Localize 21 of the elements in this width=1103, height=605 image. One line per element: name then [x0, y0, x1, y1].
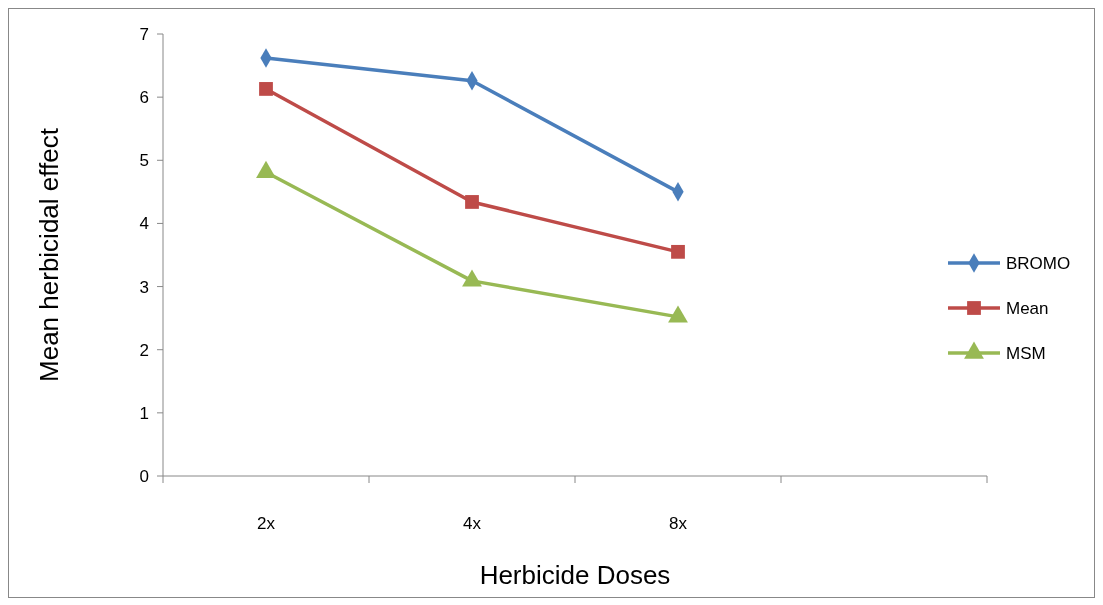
x-tick-label: 4x — [463, 514, 482, 533]
point — [668, 305, 688, 323]
x-axis-title: Herbicide Doses — [479, 560, 671, 590]
x-tick-label: 2x — [257, 514, 276, 533]
y-tick-label: 0 — [139, 466, 149, 486]
y-tick-label: 1 — [139, 403, 149, 423]
x-tick-label: 8x — [669, 514, 688, 533]
point — [259, 82, 273, 96]
legend-label: BROMO — [1006, 253, 1071, 273]
point — [671, 244, 685, 259]
point — [462, 269, 482, 287]
y-tick-label: 5 — [139, 151, 149, 171]
y-tick-label: 7 — [139, 24, 149, 44]
point — [465, 195, 479, 209]
y-tick-label: 4 — [139, 214, 149, 234]
legend-label: Mean — [1006, 298, 1049, 318]
legend-label: MSM — [1006, 343, 1046, 363]
y-tick-label: 3 — [139, 277, 149, 297]
y-tick-label: 6 — [139, 88, 149, 108]
y-tick-label: 2 — [139, 340, 149, 360]
y-axis-title: Mean herbicidal effect — [34, 127, 64, 382]
